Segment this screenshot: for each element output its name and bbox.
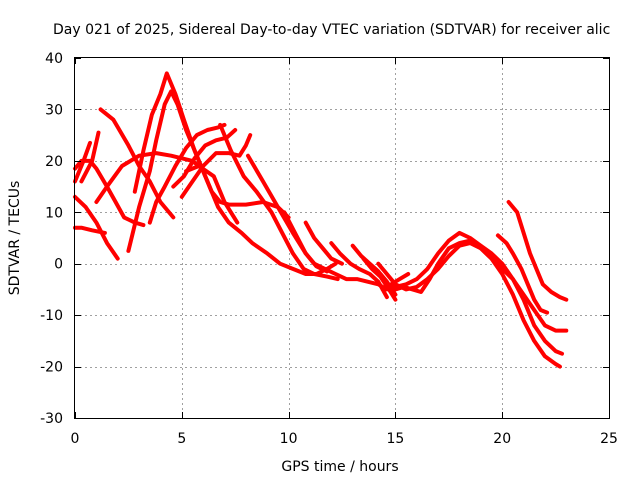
- y-tick-label: -10: [40, 308, 63, 324]
- series-pass-13: [184, 164, 240, 225]
- y-tick-label: 30: [45, 102, 63, 118]
- x-tick-label: 10: [280, 431, 298, 447]
- x-tick-label: 20: [493, 431, 511, 447]
- series-pass-07: [98, 107, 176, 220]
- series-pass-17: [303, 220, 344, 266]
- series-pass-25: [506, 200, 569, 302]
- axis-ticks: 0 5 10 15 20 25 -30 -20 -10 0 10 20 30 40: [40, 51, 618, 447]
- series-pass-18: [329, 241, 389, 300]
- series-pass-05: [79, 130, 101, 184]
- series-pass-26: [495, 233, 550, 315]
- y-tick-label: -30: [40, 411, 63, 427]
- series-pass-09: [132, 71, 338, 276]
- series-pass-23: [393, 238, 562, 369]
- chart-title: Day 021 of 2025, Sidereal Day-to-day VTE…: [53, 22, 610, 38]
- series-pass-20: [361, 256, 398, 302]
- y-tick-label: 40: [45, 51, 63, 67]
- x-tick-label: 0: [71, 431, 80, 447]
- series-pass-14: [246, 153, 389, 292]
- series-pass-04: [73, 140, 92, 184]
- series-pass-12: [179, 133, 253, 199]
- series-group: [73, 71, 569, 369]
- series-pass-24: [380, 272, 411, 292]
- x-tick-label: 15: [386, 431, 404, 447]
- y-tick-label: -20: [40, 360, 63, 376]
- x-tick-label: 5: [177, 431, 186, 447]
- y-tick-label: 20: [45, 154, 63, 170]
- y-axis-title: SDTVAR / TECUs: [7, 181, 23, 296]
- x-axis-title: GPS time / hours: [281, 459, 398, 475]
- plot-frame: [74, 57, 610, 419]
- series-pass-16: [282, 210, 329, 274]
- series-pass-03: [73, 194, 120, 261]
- series-pass-06: [94, 151, 208, 204]
- y-tick-label: 10: [45, 205, 63, 221]
- series-pass-01: [73, 225, 107, 235]
- x-tick-label: 25: [600, 431, 618, 447]
- series-pass-15: [218, 122, 340, 282]
- y-tick-label: 0: [54, 257, 63, 273]
- series-pass-22: [384, 230, 564, 356]
- series-pass-10: [147, 122, 227, 225]
